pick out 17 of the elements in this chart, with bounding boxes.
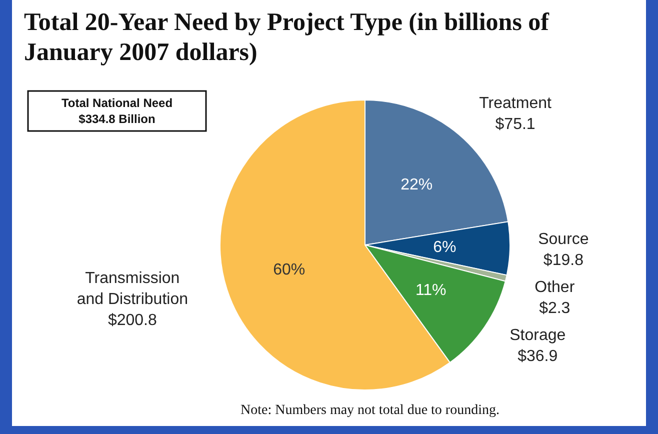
slice-label: Storage [510, 327, 566, 344]
data-label: $75.1 [495, 116, 536, 134]
slice-label: Source [538, 231, 589, 248]
data-label: $19.8 [543, 252, 584, 270]
text: 11% [415, 282, 446, 299]
text: Note: Numbers may not total due to rounding. [240, 403, 500, 418]
text: 6% [433, 238, 456, 256]
text: Total National Need $334.8 Billion [61, 96, 173, 126]
slice-label: Transmission and Distribution [76, 270, 188, 308]
text: 22% [400, 176, 433, 194]
slice-label: Treatment [479, 95, 552, 112]
data-label: $36.9 [518, 348, 558, 366]
text: 60% [273, 262, 306, 279]
data-label: $2.3 [539, 300, 570, 318]
slice-label: Other [534, 279, 576, 296]
chart-title: Total 20-Year Need by Project Type (in billions of January 2007 dollars) [24, 9, 550, 66]
data-label: $200.8 [108, 312, 157, 330]
